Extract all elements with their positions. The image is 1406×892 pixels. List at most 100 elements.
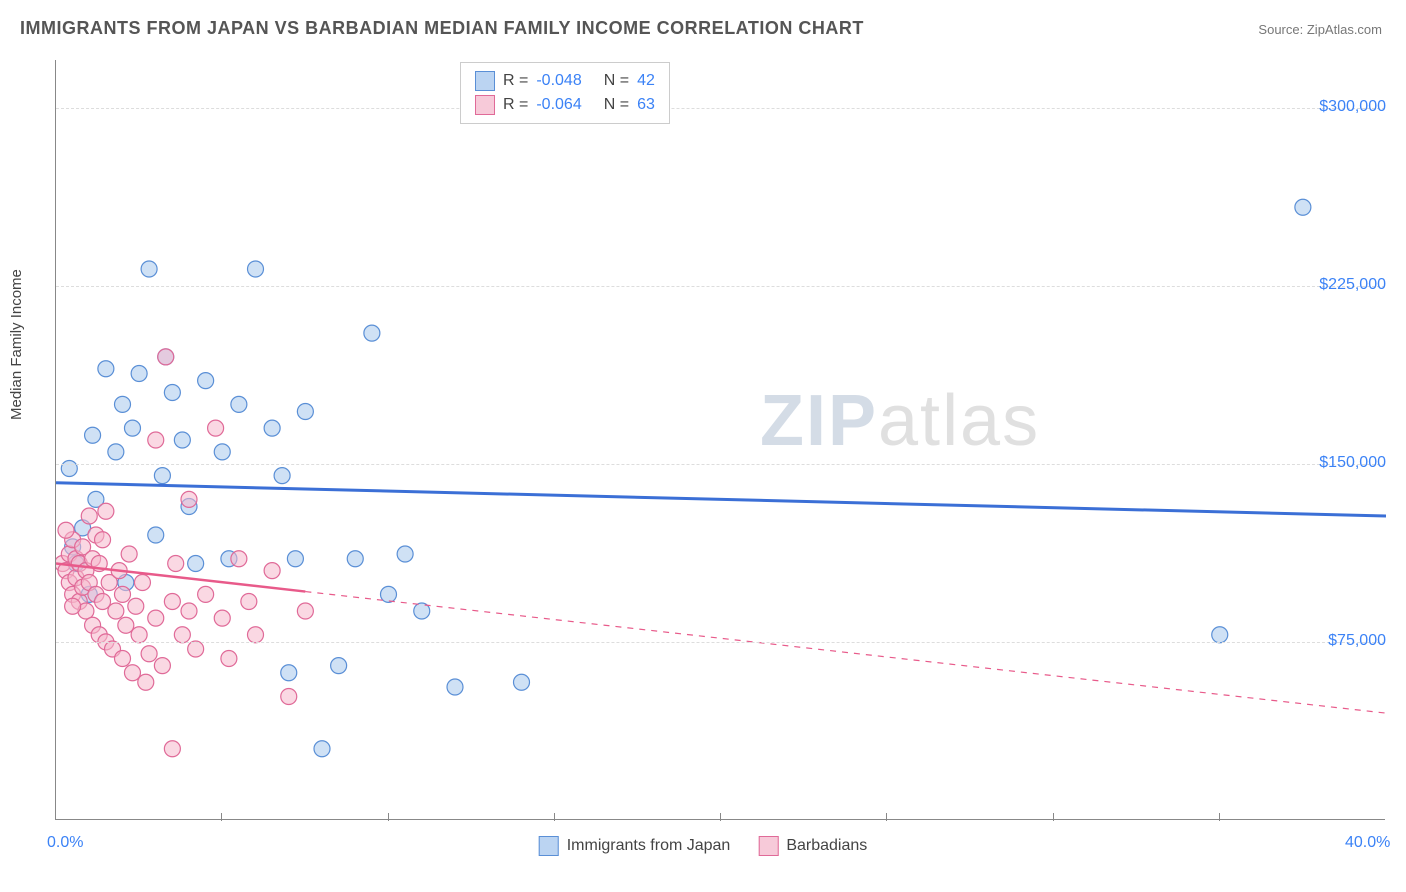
data-point (264, 420, 280, 436)
data-point (514, 674, 530, 690)
source-attribution: Source: ZipAtlas.com (1258, 22, 1382, 37)
legend-swatch (539, 836, 559, 856)
data-point (115, 586, 131, 602)
n-label: N = (604, 96, 629, 114)
data-point (65, 598, 81, 614)
legend-swatch (475, 95, 495, 115)
data-point (264, 563, 280, 579)
data-point (124, 420, 140, 436)
data-point (188, 641, 204, 657)
data-point (168, 556, 184, 572)
data-point (131, 366, 147, 382)
legend-label: Immigrants from Japan (567, 837, 731, 855)
gridline (56, 108, 1385, 109)
data-point (124, 665, 140, 681)
data-point (314, 741, 330, 757)
y-axis-label: Median Family Income (8, 269, 25, 420)
x-tick-mark (221, 813, 222, 821)
chart-title: IMMIGRANTS FROM JAPAN VS BARBADIAN MEDIA… (20, 18, 864, 39)
data-point (81, 508, 97, 524)
data-point (85, 427, 101, 443)
data-point (287, 551, 303, 567)
data-point (148, 432, 164, 448)
data-point (248, 261, 264, 277)
data-point (128, 598, 144, 614)
source-label: Source: (1258, 22, 1303, 37)
legend-item: Barbadians (758, 836, 867, 856)
x-tick-label: 0.0% (47, 834, 83, 852)
data-point (108, 444, 124, 460)
data-point (181, 603, 197, 619)
data-point (1212, 627, 1228, 643)
r-label: R = (503, 96, 528, 114)
data-point (347, 551, 363, 567)
gridline (56, 642, 1385, 643)
data-point (108, 603, 124, 619)
source-link[interactable]: ZipAtlas.com (1307, 22, 1382, 37)
data-point (274, 468, 290, 484)
data-point (241, 594, 257, 610)
data-point (158, 349, 174, 365)
data-point (331, 658, 347, 674)
legend-label: Barbadians (786, 837, 867, 855)
data-point (164, 385, 180, 401)
r-value: -0.048 (536, 72, 581, 90)
data-point (164, 741, 180, 757)
gridline (56, 464, 1385, 465)
data-point (364, 325, 380, 341)
n-value: 63 (637, 96, 655, 114)
data-point (231, 551, 247, 567)
data-point (95, 532, 111, 548)
y-tick-label: $225,000 (1319, 276, 1386, 294)
data-point (214, 610, 230, 626)
data-point (141, 261, 157, 277)
data-point (281, 689, 297, 705)
data-point (297, 404, 313, 420)
x-tick-mark (1219, 813, 1220, 821)
y-tick-label: $150,000 (1319, 454, 1386, 472)
data-point (1295, 199, 1311, 215)
data-point (115, 396, 131, 412)
data-point (221, 651, 237, 667)
n-value: 42 (637, 72, 655, 90)
data-point (297, 603, 313, 619)
data-point (148, 610, 164, 626)
regression-line (56, 483, 1386, 516)
correlation-legend: R = -0.048 N = 42 R = -0.064 N = 63 (460, 62, 670, 124)
legend-stat-row: R = -0.048 N = 42 (475, 69, 655, 93)
x-tick-mark (1053, 813, 1054, 821)
data-point (154, 468, 170, 484)
n-label: N = (604, 72, 629, 90)
data-point (98, 361, 114, 377)
legend-item: Immigrants from Japan (539, 836, 731, 856)
y-tick-label: $75,000 (1328, 632, 1386, 650)
y-tick-label: $300,000 (1319, 98, 1386, 116)
r-value: -0.064 (536, 96, 581, 114)
data-point (141, 646, 157, 662)
data-point (58, 522, 74, 538)
data-point (134, 575, 150, 591)
data-point (231, 396, 247, 412)
data-point (115, 651, 131, 667)
data-point (447, 679, 463, 695)
legend-swatch (475, 71, 495, 91)
plot-area (55, 60, 1385, 820)
data-point (198, 373, 214, 389)
x-tick-mark (388, 813, 389, 821)
data-point (214, 444, 230, 460)
data-point (397, 546, 413, 562)
legend-swatch (758, 836, 778, 856)
data-point (174, 627, 190, 643)
r-label: R = (503, 72, 528, 90)
data-point (121, 546, 137, 562)
data-point (154, 658, 170, 674)
regression-line-dashed (305, 592, 1386, 714)
x-tick-label: 40.0% (1345, 834, 1390, 852)
data-point (208, 420, 224, 436)
gridline (56, 286, 1385, 287)
x-tick-mark (886, 813, 887, 821)
legend-stat-row: R = -0.064 N = 63 (475, 93, 655, 117)
data-point (181, 491, 197, 507)
data-point (131, 627, 147, 643)
data-point (164, 594, 180, 610)
